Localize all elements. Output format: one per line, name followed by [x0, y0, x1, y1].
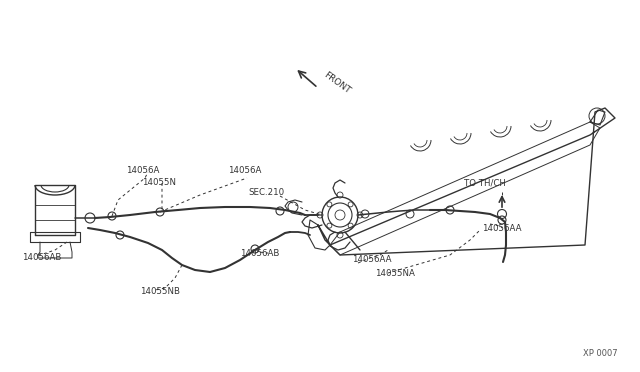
Text: 14056AB: 14056AB — [240, 250, 280, 259]
Text: TO TH/CH: TO TH/CH — [464, 179, 506, 187]
Text: SEC.210: SEC.210 — [248, 187, 284, 196]
Text: 14056AA: 14056AA — [352, 256, 392, 264]
Text: XP 0007: XP 0007 — [584, 349, 618, 358]
Text: 14056AA: 14056AA — [482, 224, 522, 232]
Text: 14056A: 14056A — [126, 166, 159, 174]
Text: 14055NB: 14055NB — [140, 286, 180, 295]
Text: 14055NA: 14055NA — [375, 269, 415, 279]
Text: 14055N: 14055N — [142, 177, 176, 186]
Text: FRONT: FRONT — [322, 70, 352, 96]
Text: 14056AB: 14056AB — [22, 253, 61, 262]
Text: 14056A: 14056A — [228, 166, 261, 174]
